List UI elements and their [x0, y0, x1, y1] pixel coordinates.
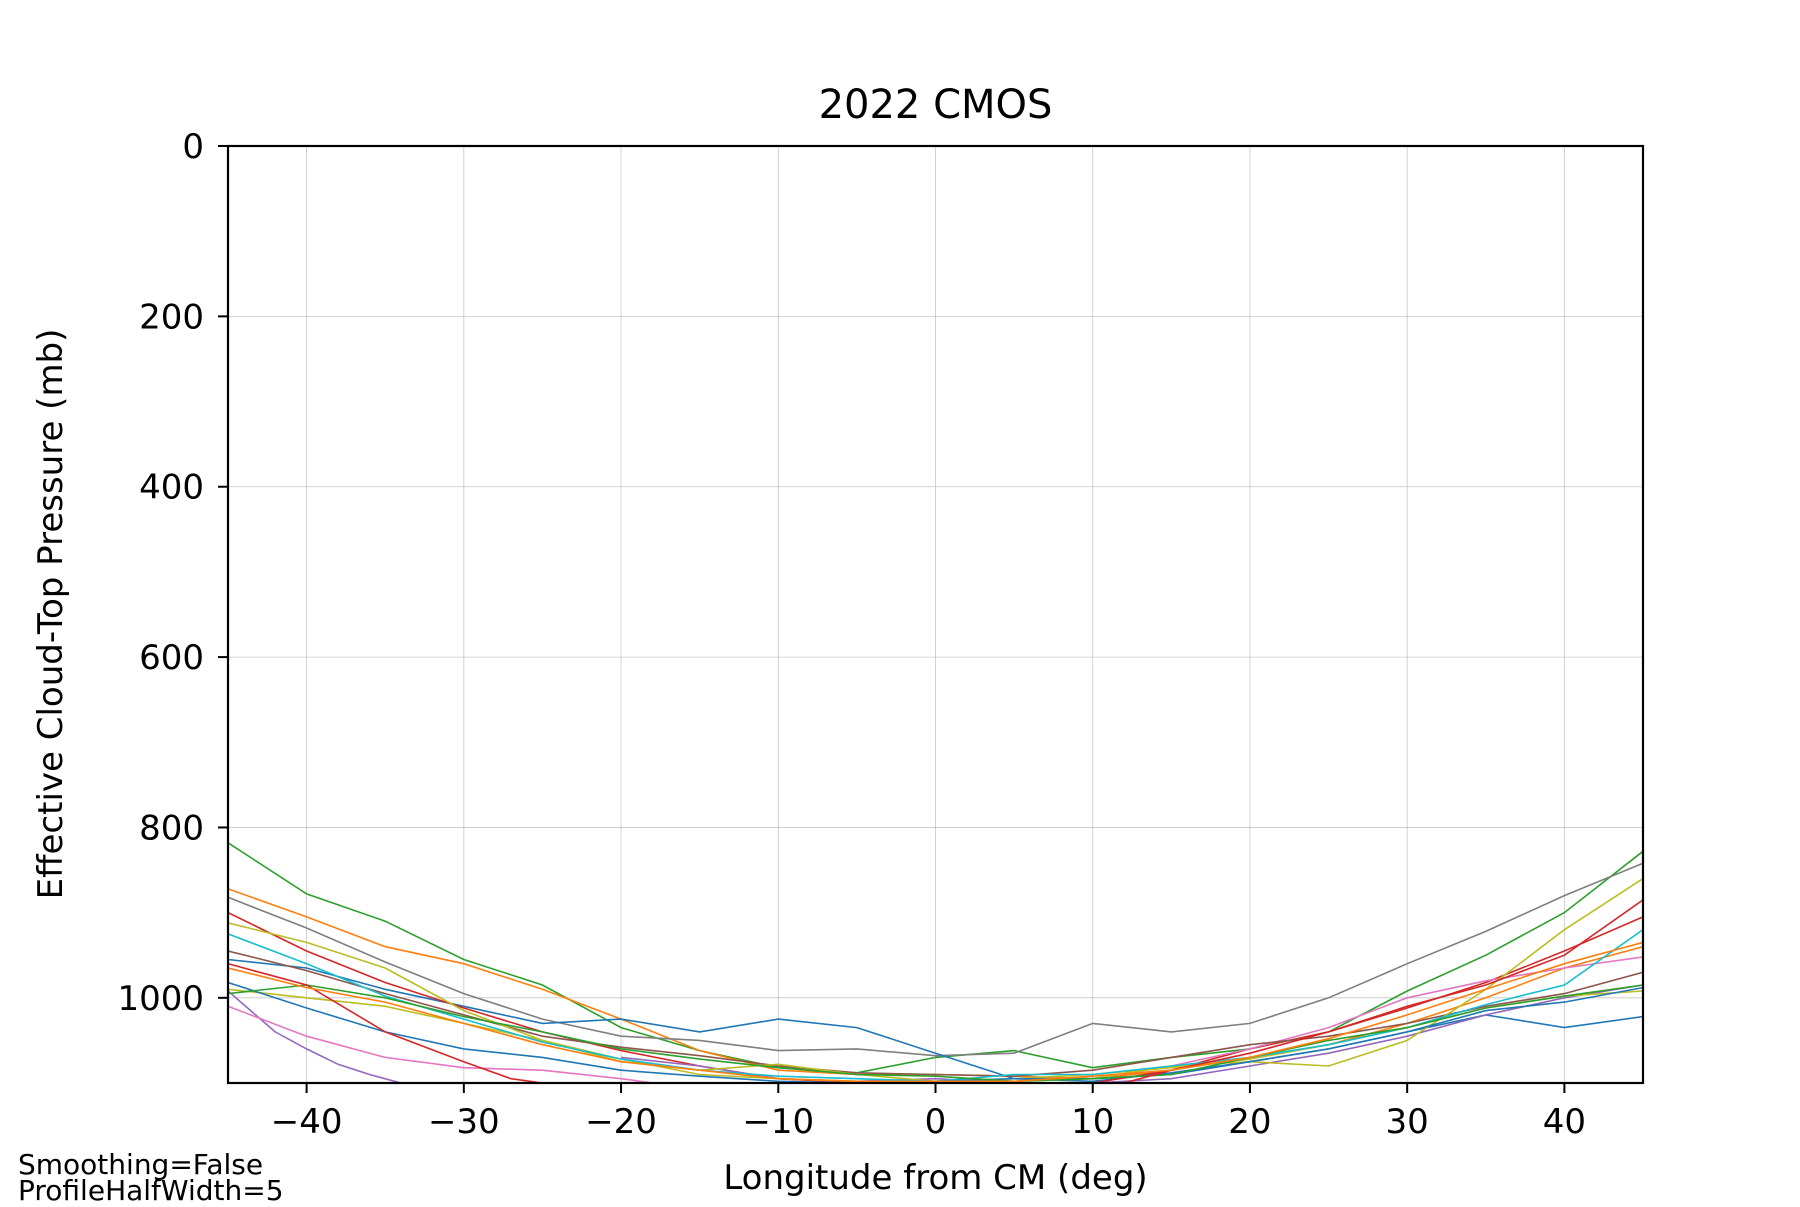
series-line-5: [228, 911, 1643, 1083]
series-line-6: [228, 990, 402, 1083]
x-tick-label: −40: [271, 1102, 343, 1142]
series-group: [228, 842, 1643, 1083]
x-tick-label: −20: [585, 1102, 657, 1142]
series-line-18: [228, 941, 1643, 1083]
y-tick-label: 800: [139, 808, 204, 848]
y-tick-label: 200: [139, 297, 204, 337]
x-tick-label: 40: [1543, 1102, 1586, 1142]
x-axis-label: Longitude from CM (deg): [723, 1158, 1147, 1198]
chart-title: 2022 CMOS: [819, 82, 1053, 128]
series-line-16: [228, 962, 543, 1083]
x-tick-label: −30: [428, 1102, 500, 1142]
y-tick-label: 400: [139, 468, 204, 508]
series-line-8: [228, 1005, 653, 1083]
series-line-3: [228, 862, 1643, 1057]
x-tick-label: 0: [925, 1102, 947, 1142]
y-tick-label: 1000: [117, 979, 204, 1019]
x-axis: −40 −30 −20 −10 0 10 20 30 40: [271, 1083, 1586, 1142]
series-line-15: [228, 984, 1643, 1083]
y-axis-label: Effective Cloud-Top Pressure (mb): [31, 329, 71, 900]
x-tick-label: 30: [1386, 1102, 1429, 1142]
x-tick-label: 20: [1228, 1102, 1271, 1142]
series-line-10: [228, 950, 1643, 1078]
series-line-9: [1092, 956, 1643, 1080]
series-line-1: [228, 842, 1643, 1074]
x-tick-label: −10: [742, 1102, 814, 1142]
footnote-smoothing: Smoothing=False: [18, 1148, 264, 1181]
x-tick-label: 10: [1071, 1102, 1114, 1142]
y-tick-label: 0: [182, 127, 204, 167]
footnote-profile-half-width: ProfileHalfWidth=5: [18, 1174, 284, 1207]
y-axis: 0 200 400 600 800 1000: [117, 127, 228, 1019]
y-tick-label: 600: [139, 638, 204, 678]
